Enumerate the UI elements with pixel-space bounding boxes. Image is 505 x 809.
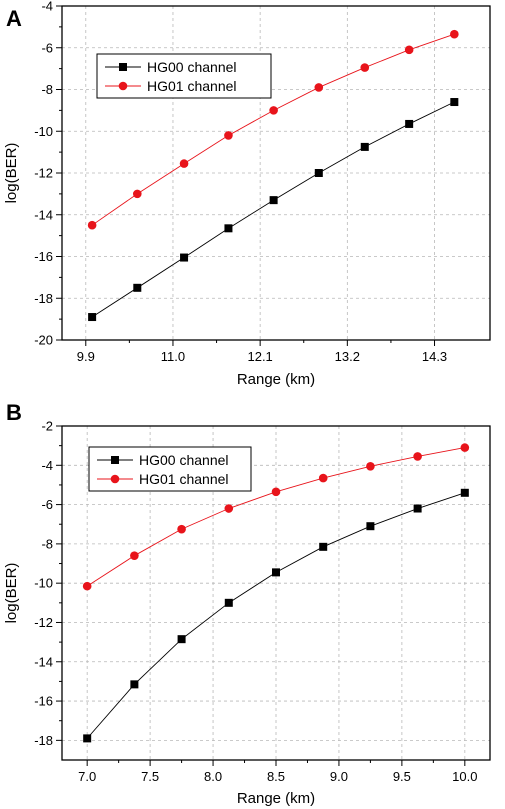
x-tick-label: 11.0 — [161, 349, 185, 364]
legend: HG00 channel HG01 channel — [88, 446, 252, 492]
legend-entry: HG01 channel — [147, 78, 237, 94]
legend-marker — [110, 474, 120, 484]
x-axis-label: Range (km) — [237, 790, 315, 807]
data-point — [319, 542, 328, 551]
y-tick-label: -16 — [34, 249, 53, 264]
legend-box — [88, 446, 252, 492]
data-point — [405, 119, 414, 128]
y-axis-label: log(BER) — [3, 143, 20, 204]
data-point — [314, 169, 323, 177]
data-point — [130, 551, 139, 560]
data-point — [87, 220, 97, 230]
y-tick-label: -6 — [41, 497, 53, 512]
data-point — [133, 283, 142, 292]
x-tick-label: 9.5 — [393, 769, 411, 784]
legend-marker — [119, 63, 127, 71]
y-tick-label: -10 — [34, 124, 53, 139]
data-point — [460, 488, 469, 497]
x-tick-label: 9.9 — [77, 349, 95, 364]
y-tick-label: -8 — [41, 536, 53, 551]
series-1 — [88, 98, 459, 322]
data-point — [271, 487, 281, 497]
data-point — [269, 196, 278, 205]
series-2 — [87, 29, 459, 230]
data-point — [366, 522, 375, 531]
data-point — [177, 635, 186, 644]
x-tick-label: 7.5 — [141, 769, 159, 784]
x-tick-label: 10.0 — [452, 769, 477, 784]
series-2 — [82, 443, 470, 591]
data-point — [83, 734, 92, 743]
data-point — [224, 504, 234, 513]
y-tick-label: -20 — [34, 333, 53, 348]
y-tick-label: -18 — [34, 733, 53, 748]
legend-marker — [111, 456, 119, 464]
y-tick-label: -4 — [41, 0, 53, 14]
x-tick-label: 8.5 — [267, 769, 285, 784]
data-point — [366, 461, 375, 471]
data-point — [272, 568, 280, 577]
data-point — [179, 159, 189, 168]
data-point — [450, 98, 459, 107]
data-point — [413, 452, 422, 461]
data-point — [318, 473, 328, 483]
data-point — [180, 253, 189, 262]
legend-entry: HG00 channel — [139, 452, 229, 468]
data-point — [88, 313, 97, 322]
y-tick-label: -16 — [34, 694, 53, 709]
legend-box — [96, 53, 272, 99]
y-tick-label: -2 — [41, 419, 53, 434]
x-tick-label: 12.1 — [247, 349, 272, 364]
legend-entry: HG01 channel — [139, 471, 229, 487]
y-tick-label: -14 — [34, 207, 53, 222]
data-point — [413, 504, 422, 513]
x-tick-label: 8.0 — [204, 769, 222, 784]
data-point — [130, 680, 139, 689]
y-tick-label: -12 — [34, 166, 53, 181]
data-point — [132, 189, 142, 199]
data-point — [224, 598, 233, 607]
y-axis-label: log(BER) — [3, 563, 20, 624]
data-point — [82, 581, 92, 591]
legend-entry: HG00 channel — [147, 59, 237, 75]
data-point — [224, 131, 233, 140]
data-point — [360, 142, 369, 151]
legend-marker — [118, 81, 128, 91]
data-point — [269, 106, 278, 115]
y-tick-label: -12 — [34, 615, 53, 630]
data-point — [177, 524, 186, 534]
data-point — [360, 63, 370, 72]
legend: HG00 channel HG01 channel — [96, 53, 272, 99]
x-axis-label: Range (km) — [237, 371, 315, 388]
y-tick-label: -6 — [41, 40, 53, 55]
data-point — [460, 443, 470, 452]
panel-label: B — [6, 400, 22, 425]
chart-panel-a: A 9.9 11.0 12.1 13.2 14.3 -4 -6 -8 -10 -12 -14 -16 -1… — [3, 0, 491, 388]
y-tick-label: -18 — [34, 291, 53, 306]
series-line — [91, 101, 455, 318]
y-tick-label: -4 — [41, 458, 53, 473]
y-tick-label: -14 — [34, 654, 53, 669]
x-tick-label: 13.2 — [335, 349, 360, 364]
data-point — [450, 29, 459, 39]
y-tick-label: -10 — [34, 576, 53, 591]
data-point — [404, 45, 414, 55]
chart-panel-b: B 7.0 7.5 8.0 8.5 9.0 9.5 10.0 -2 -4 -6 -8 -10 -12 -14… — [3, 400, 491, 807]
y-tick-label: -8 — [41, 82, 53, 97]
x-tick-label: 7.0 — [78, 769, 96, 784]
x-tick-label: 9.0 — [330, 769, 348, 784]
data-point — [314, 83, 324, 92]
series-1 — [83, 488, 469, 743]
panel-label: A — [6, 6, 22, 31]
x-tick-label: 14.3 — [422, 349, 447, 364]
data-point — [224, 224, 233, 233]
